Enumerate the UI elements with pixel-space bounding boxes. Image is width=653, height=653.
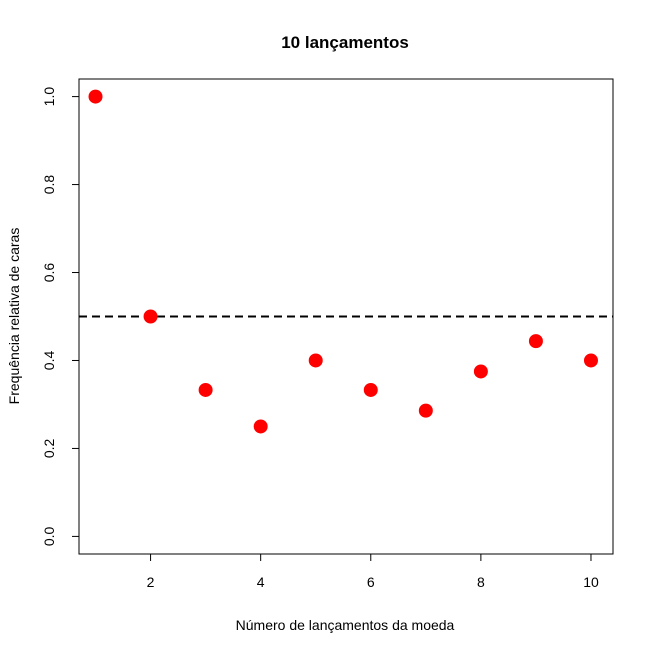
x-tick-label: 8 [477,574,485,590]
x-tick-label: 2 [147,574,155,590]
x-tick-label: 6 [367,574,375,590]
y-tick-label: 0.2 [41,439,57,459]
data-point [198,382,213,397]
y-tick-label: 0.0 [41,526,57,546]
y-tick-label: 0.4 [41,351,57,371]
x-axis-label: Número de lançamentos da moeda [236,617,455,633]
x-axis: 2 4 6 8 10 [147,553,599,590]
y-tick-label: 1.0 [41,87,57,107]
data-point [308,353,323,368]
data-point [88,89,103,104]
data-points [88,89,598,434]
data-point [143,309,158,324]
data-point [583,353,598,368]
y-tick-label: 0.6 [41,263,57,283]
data-point [473,364,488,379]
x-tick-label: 4 [257,574,265,590]
data-point [418,403,433,418]
y-tick-label: 0.8 [41,175,57,195]
data-point [253,419,268,434]
chart-title: 10 lançamentos [281,33,409,52]
data-point [363,382,378,397]
y-axis: 0.0 0.2 0.4 0.6 0.8 1.0 [41,87,80,546]
y-axis-label: Frequência relativa de caras [6,228,22,405]
x-tick-label: 10 [583,574,599,590]
data-point [528,334,543,349]
